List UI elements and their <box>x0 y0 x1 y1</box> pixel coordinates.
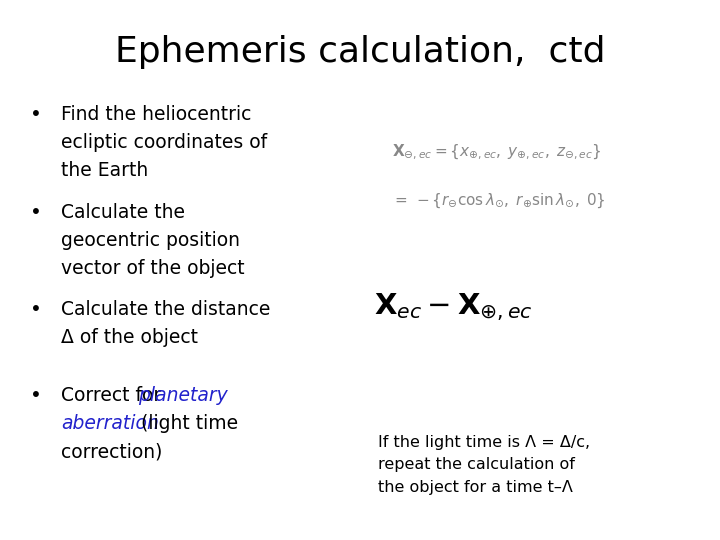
Text: $\mathbf{X}_{\ominus,ec} = \{x_{\oplus,ec},\;y_{\oplus,ec},\;z_{\ominus,ec}\}$: $\mathbf{X}_{\ominus,ec} = \{x_{\oplus,e… <box>392 143 602 163</box>
Text: Δ of the object: Δ of the object <box>61 328 198 347</box>
Text: Ephemeris calculation,  ctd: Ephemeris calculation, ctd <box>114 35 606 69</box>
Text: •: • <box>30 386 42 405</box>
Text: the Earth: the Earth <box>61 161 148 180</box>
Text: Calculate the distance: Calculate the distance <box>61 300 271 319</box>
Text: Correct for: Correct for <box>61 386 168 405</box>
Text: If the light time is Λ = Δ/c,
repeat the calculation of
the object for a time t–: If the light time is Λ = Δ/c, repeat the… <box>378 435 590 495</box>
Text: •: • <box>30 300 42 319</box>
Text: correction): correction) <box>61 442 163 461</box>
Text: Find the heliocentric: Find the heliocentric <box>61 105 251 124</box>
Text: aberration: aberration <box>61 414 159 433</box>
Text: planetary: planetary <box>138 386 228 405</box>
Text: •: • <box>30 105 42 124</box>
Text: Calculate the: Calculate the <box>61 202 185 221</box>
Text: geocentric position: geocentric position <box>61 231 240 249</box>
Text: ecliptic coordinates of: ecliptic coordinates of <box>61 133 267 152</box>
Text: vector of the object: vector of the object <box>61 259 245 278</box>
Text: $=\,-\{r_{\ominus}\cos\lambda_{\odot},\;r_{\oplus}\sin\lambda_{\odot},\;0\}$: $=\,-\{r_{\ominus}\cos\lambda_{\odot},\;… <box>392 192 606 210</box>
Text: (light time: (light time <box>135 414 238 433</box>
Text: •: • <box>30 202 42 221</box>
Text: $\mathbf{X}_{ec} - \mathbf{X}_{\oplus,ec}$: $\mathbf{X}_{ec} - \mathbf{X}_{\oplus,ec… <box>374 292 534 323</box>
